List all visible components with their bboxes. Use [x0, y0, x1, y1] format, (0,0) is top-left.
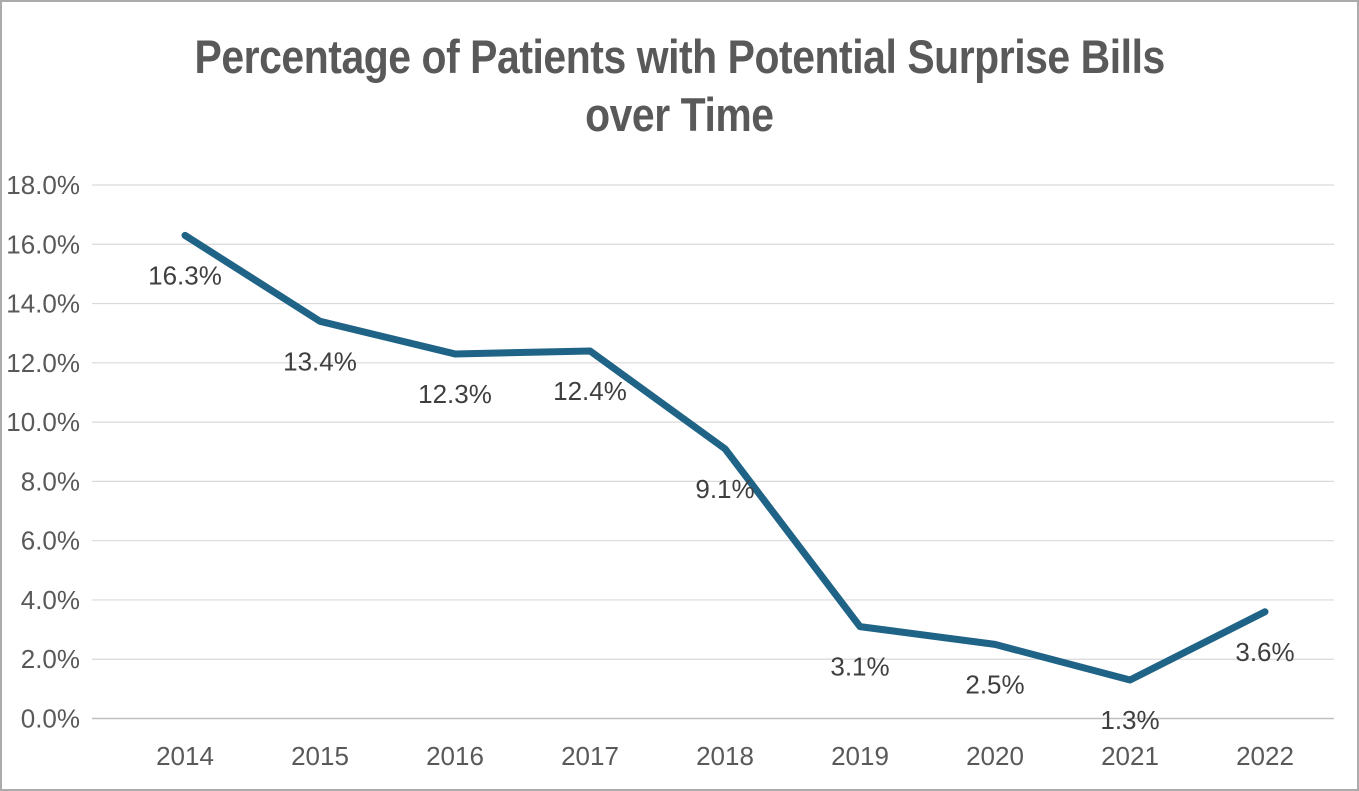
- y-tick-label: 6.0%: [21, 526, 80, 556]
- data-point-label: 3.1%: [830, 652, 889, 682]
- y-tick-label: 14.0%: [6, 289, 80, 319]
- data-point-label: 1.3%: [1100, 705, 1159, 735]
- y-tick-label: 8.0%: [21, 466, 80, 496]
- y-tick-label: 0.0%: [21, 704, 80, 734]
- x-tick-label: 2018: [696, 741, 754, 771]
- x-tick-label: 2017: [561, 741, 619, 771]
- data-series-line: [181, 231, 1269, 684]
- y-tick-label: 16.0%: [6, 229, 80, 259]
- data-point-label: 2.5%: [965, 669, 1024, 699]
- y-tick-label: 4.0%: [21, 585, 80, 615]
- x-tick-label: 2019: [831, 741, 889, 771]
- x-tick-label: 2021: [1101, 741, 1159, 771]
- y-tick-label: 18.0%: [6, 170, 80, 200]
- y-tick-label: 2.0%: [21, 644, 80, 674]
- data-point-label: 16.3%: [148, 260, 222, 290]
- x-tick-label: 2014: [156, 741, 214, 771]
- x-tick-label: 2020: [966, 741, 1024, 771]
- x-tick-label: 2015: [291, 741, 349, 771]
- y-tick-label: 12.0%: [6, 348, 80, 378]
- x-tick-label: 2022: [1236, 741, 1294, 771]
- data-point-label: 3.6%: [1235, 637, 1294, 667]
- y-tick-label: 10.0%: [6, 407, 80, 437]
- x-tick-label: 2016: [426, 741, 484, 771]
- data-point-label: 12.4%: [553, 376, 627, 406]
- data-point-label: 9.1%: [695, 474, 754, 504]
- data-point-label: 12.3%: [418, 379, 492, 409]
- data-point-label: 13.4%: [283, 346, 357, 376]
